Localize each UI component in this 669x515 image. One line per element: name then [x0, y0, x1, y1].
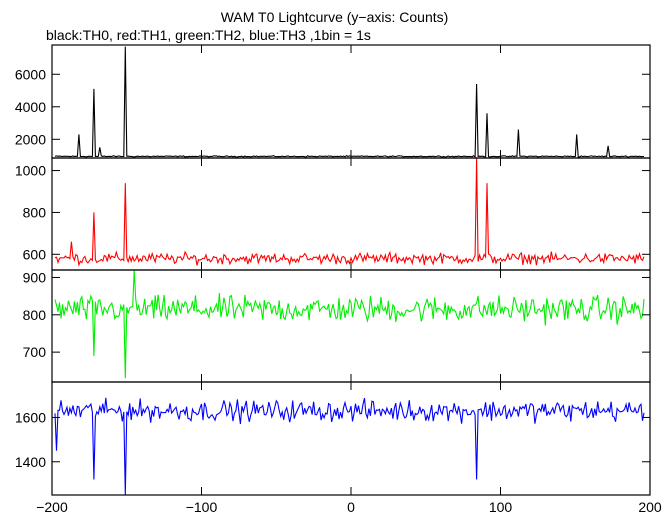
th0-ytick-label: 4000	[15, 99, 46, 115]
th3-ytick-label: 1400	[15, 454, 46, 470]
th2-ytick-label: 900	[23, 269, 47, 285]
th2-ytick-label: 700	[23, 344, 47, 360]
x-tick-label: 100	[489, 499, 513, 515]
x-tick-label: −200	[36, 499, 68, 515]
th2-series-line	[54, 269, 645, 379]
th0-ytick-label: 6000	[15, 66, 46, 82]
th0-ytick-label: 2000	[15, 131, 46, 147]
th1-ytick-label: 600	[23, 246, 47, 262]
th1-panel-frame	[51, 157, 651, 271]
th3-ytick-label: 1600	[15, 409, 46, 425]
x-tick-label: 200	[638, 499, 662, 515]
x-tick-label: −100	[186, 499, 218, 515]
th1-series-line	[54, 157, 645, 267]
th3-series-line	[54, 397, 645, 496]
th2-panel-frame	[51, 269, 651, 383]
th1-ytick-label: 800	[23, 204, 47, 220]
chart-title: WAM T0 Lightcurve (y−axis: Counts)	[220, 9, 449, 25]
th0-panel-frame	[51, 44, 651, 159]
x-tick-label: 0	[347, 499, 355, 515]
th1-ytick-label: 1000	[15, 163, 46, 179]
th2-ytick-label: 800	[23, 307, 47, 323]
th0-series-line	[54, 46, 644, 158]
th3-panel-frame	[51, 381, 651, 496]
chart-subtitle: black:TH0, red:TH1, green:TH2, blue:TH3 …	[46, 27, 371, 43]
